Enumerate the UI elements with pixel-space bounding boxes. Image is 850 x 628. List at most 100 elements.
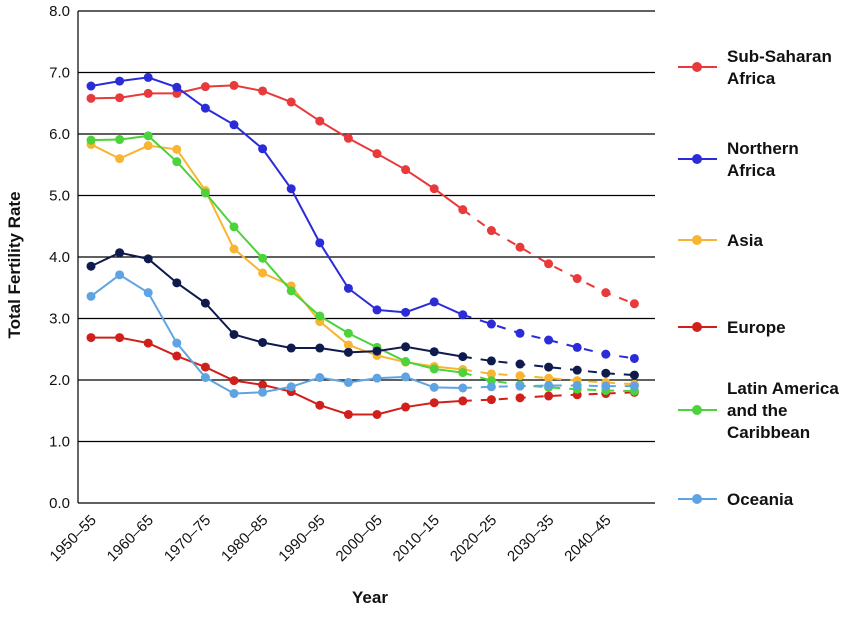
x-tick-label: 1970–75 <box>161 512 214 565</box>
legend-label: Northern <box>727 139 799 158</box>
y-axis-title: Total Fertility Rate <box>5 191 24 338</box>
legend-label: Europe <box>727 318 786 337</box>
legend-swatch-marker <box>692 405 702 415</box>
data-point-projected <box>629 370 639 380</box>
data-point <box>401 402 411 412</box>
legend-label: Latin America <box>727 379 839 398</box>
data-point <box>429 398 439 408</box>
legend-label: Sub-Saharan <box>727 47 832 66</box>
x-tick-label: 1950–55 <box>47 512 100 565</box>
data-point <box>115 333 125 343</box>
data-point <box>258 144 268 154</box>
y-tick-label: 5.0 <box>49 188 70 205</box>
gridlines <box>78 10 655 504</box>
data-point <box>143 288 153 298</box>
x-tick-label: 1980–85 <box>218 512 271 565</box>
x-tick-label: 2040–45 <box>561 512 614 565</box>
data-point <box>343 133 353 143</box>
data-point <box>172 351 182 361</box>
data-point-projected <box>486 376 496 386</box>
legend-item: Oceania <box>678 490 794 509</box>
series-europe <box>86 333 639 419</box>
legend-label: Asia <box>727 231 763 250</box>
data-point <box>86 135 96 145</box>
legend-swatch-marker <box>692 322 702 332</box>
legend-item: Asia <box>678 231 763 250</box>
data-point <box>286 382 296 392</box>
data-point <box>372 373 382 383</box>
legend-label: Africa <box>727 161 776 180</box>
data-point-projected <box>486 226 496 236</box>
data-point <box>343 328 353 338</box>
data-point <box>401 372 411 382</box>
data-point <box>343 340 353 350</box>
data-point-projected <box>601 288 611 298</box>
data-point <box>143 72 153 82</box>
legend-label: Caribbean <box>727 423 810 442</box>
data-point <box>229 120 239 130</box>
data-point-projected <box>544 259 554 269</box>
data-point-projected <box>544 391 554 401</box>
data-point <box>286 343 296 353</box>
data-point <box>458 352 468 362</box>
data-point <box>401 307 411 317</box>
data-point-projected <box>486 369 496 379</box>
data-point <box>172 157 182 167</box>
data-point <box>429 364 439 374</box>
data-point <box>258 387 268 397</box>
data-point-projected <box>515 328 525 338</box>
data-point <box>372 305 382 315</box>
data-point <box>172 278 182 288</box>
data-point-projected <box>544 335 554 345</box>
data-point <box>458 396 468 406</box>
data-point <box>143 254 153 264</box>
x-tick-label: 2020–25 <box>447 512 500 565</box>
series-oceania <box>86 270 639 399</box>
data-point <box>115 76 125 86</box>
data-point <box>429 382 439 392</box>
data-point-projected <box>572 381 582 391</box>
data-point <box>115 270 125 280</box>
data-point <box>86 291 96 301</box>
series-line <box>90 76 464 316</box>
x-tick-label: 2030–35 <box>504 512 557 565</box>
data-point <box>86 333 96 343</box>
data-point <box>401 165 411 175</box>
data-point <box>258 380 268 390</box>
y-tick-label: 2.0 <box>49 372 70 389</box>
data-point <box>172 144 182 154</box>
data-point <box>343 347 353 357</box>
data-point <box>86 93 96 103</box>
data-point-projected <box>515 371 525 381</box>
data-point <box>429 184 439 194</box>
data-point <box>315 116 325 126</box>
y-tick-label: 7.0 <box>49 65 70 82</box>
legend-swatch-marker <box>692 235 702 245</box>
data-point <box>200 103 210 113</box>
data-point <box>343 409 353 419</box>
data-point <box>229 389 239 399</box>
x-axis-ticks: 1950–55 1960–65 1970–75 1980–85 1990–95 2000–… <box>47 512 615 565</box>
y-tick-label: 3.0 <box>49 311 70 328</box>
data-point <box>372 346 382 356</box>
data-point <box>286 97 296 107</box>
x-tick-label: 1960–65 <box>104 512 157 565</box>
series-line <box>90 251 463 358</box>
series-sub-saharan-africa <box>86 80 639 309</box>
data-point <box>429 347 439 357</box>
series-line <box>90 273 463 395</box>
data-point <box>229 329 239 339</box>
data-point <box>200 82 210 92</box>
data-point <box>172 88 182 98</box>
series-line <box>90 143 463 371</box>
data-point <box>143 88 153 98</box>
data-point <box>115 135 125 145</box>
data-point <box>200 373 210 383</box>
series-latin-america-and-the-caribbean <box>86 131 639 396</box>
data-point-projected <box>572 342 582 352</box>
data-point <box>200 188 210 198</box>
data-point <box>458 310 468 320</box>
data-point <box>229 244 239 254</box>
data-point <box>458 205 468 215</box>
